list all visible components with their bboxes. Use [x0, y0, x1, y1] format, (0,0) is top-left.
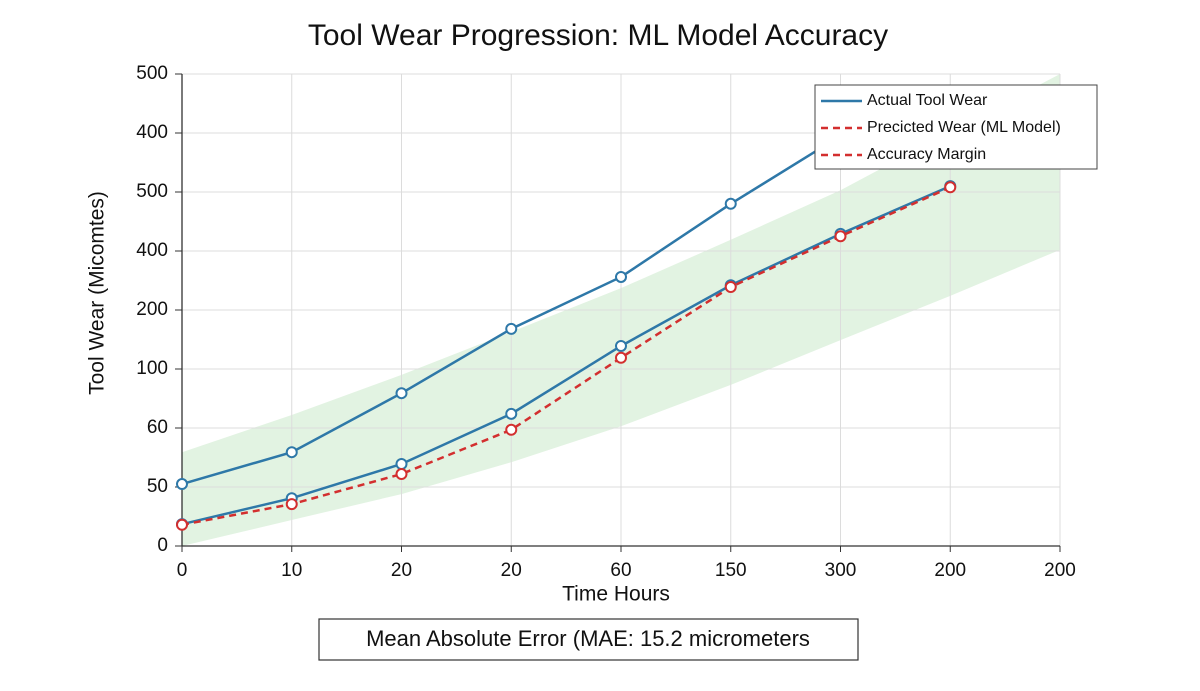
series-line [181, 186, 951, 526]
y-tick-label: 60 [147, 417, 168, 438]
y-tick-label: 50 [147, 476, 168, 497]
point-marker [615, 351, 627, 364]
x-tick-label: 0 [177, 560, 188, 581]
x-axis-title: Time Hours [562, 583, 670, 606]
point-marker [505, 407, 518, 420]
chart-title: Tool Wear Progression: ML Model Accuracy [308, 19, 888, 52]
y-tick-label: 400 [136, 240, 168, 261]
annotation-box [318, 618, 859, 661]
point-marker [176, 518, 188, 531]
point-marker [176, 478, 188, 491]
point-marker [615, 270, 627, 283]
y-axis-title: Tool Wear (Micomtes) [86, 191, 109, 395]
legend-label: Accuracy Margin [867, 146, 986, 163]
legend-label: Actual Tool Wear [867, 92, 988, 109]
x-tick-label: 20 [391, 560, 412, 581]
y-tick-label: 400 [136, 122, 168, 143]
x-tick-label: 200 [934, 560, 966, 581]
point-marker [285, 446, 298, 459]
point-marker [395, 387, 408, 400]
point-marker [285, 498, 298, 511]
x-tick-label: 300 [825, 560, 857, 581]
point-marker [944, 181, 957, 194]
y-tick-label: 100 [136, 358, 168, 379]
point-marker [395, 468, 408, 481]
point-marker [505, 322, 518, 335]
x-tick-label: 150 [715, 560, 747, 581]
series-line [181, 184, 951, 526]
y-tick-label: 500 [136, 63, 168, 84]
point-marker [724, 197, 737, 210]
y-tick-label: 500 [136, 181, 168, 202]
legend-label: Precicted Wear (ML Model) [867, 119, 1061, 136]
point-marker [395, 457, 408, 470]
x-tick-label: 200 [1044, 560, 1076, 581]
legend: Actual Tool Wear Precicted Wear (ML Model… [814, 84, 1098, 170]
y-tick-label: 0 [157, 535, 168, 556]
y-tick-label: 200 [136, 299, 168, 320]
x-tick-label: 20 [501, 560, 522, 581]
x-tick-label: 60 [610, 560, 631, 581]
point-marker [505, 423, 518, 436]
x-tick-label: 10 [281, 560, 302, 581]
annotation: Mean Absolute Error (MAE: 15.2 micromete… [366, 626, 810, 651]
point-marker [615, 339, 627, 352]
point-marker [834, 230, 847, 243]
point-marker [724, 280, 737, 293]
